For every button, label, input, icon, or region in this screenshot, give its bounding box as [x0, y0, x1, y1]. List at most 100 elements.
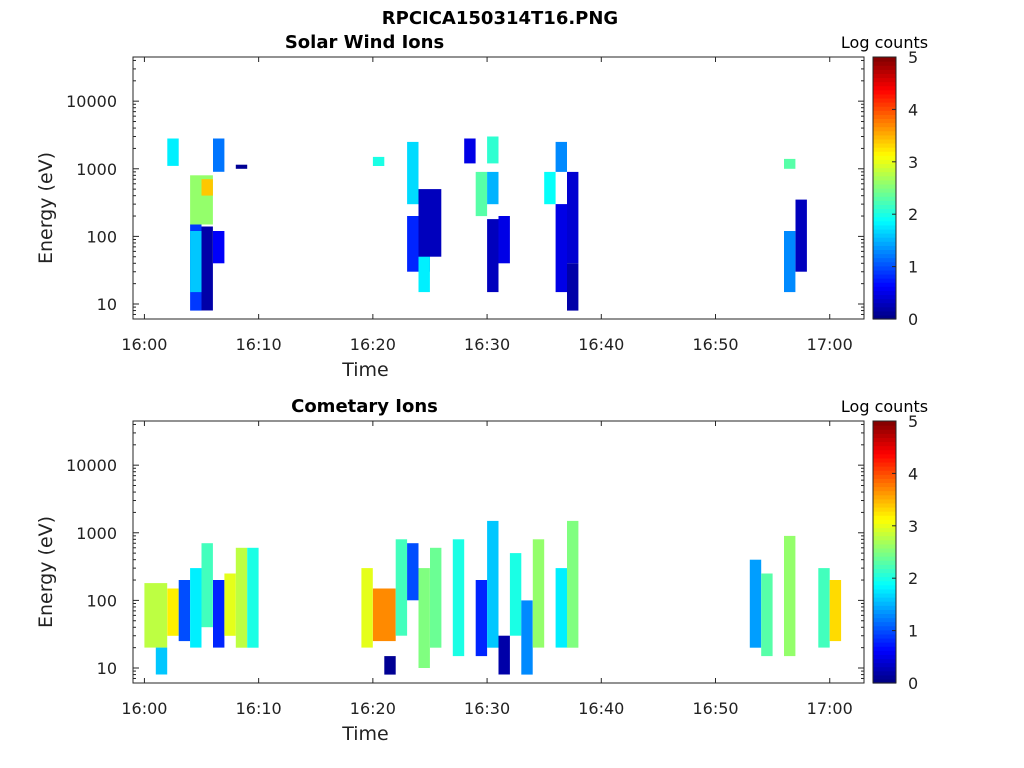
colorbar-segment — [873, 130, 896, 136]
colorbar-segment — [873, 257, 896, 263]
colorbar-segment — [873, 306, 896, 312]
heatmap-cell-18 — [452, 539, 465, 657]
colorbar-segment — [873, 241, 896, 246]
colorbar-tick-label: 5 — [908, 412, 918, 431]
x-tick-label: 16:00 — [121, 335, 167, 354]
x-tick-label: 17:00 — [807, 335, 853, 354]
colorbar-tick-label: 1 — [908, 258, 918, 277]
colorbar-segment — [873, 642, 896, 647]
heatmap-cell-26 — [567, 520, 579, 648]
colorbar-segment — [873, 69, 896, 74]
colorbar-frame — [872, 420, 897, 684]
heatmap-cell-29 — [784, 535, 796, 657]
colorbar-segment — [873, 200, 896, 205]
heatmap-cell-27 — [749, 559, 762, 648]
heatmap-cell-20 — [487, 520, 499, 648]
heatmap-cell-8 — [167, 138, 179, 166]
y-axis-label: Energy (eV) — [35, 152, 57, 264]
colorbar-segment — [873, 662, 896, 668]
y-tick-label: 10000 — [66, 92, 117, 111]
colorbar-tick-label: 2 — [908, 205, 918, 224]
heatmap-cell-23 — [555, 141, 567, 172]
colorbar-segment — [873, 57, 896, 62]
heatmap-cell-25 — [567, 263, 579, 311]
colorbar-segment — [873, 110, 896, 115]
heatmap-cell-3 — [167, 588, 179, 636]
colorbar-segment — [873, 539, 896, 545]
colorbar-segment — [873, 560, 896, 565]
heatmap-cell-17 — [430, 547, 442, 648]
colorbar-segment — [873, 126, 896, 132]
heatmap-cell-17 — [487, 219, 499, 293]
colorbar-segment — [873, 511, 896, 516]
heatmap-cell-28 — [795, 199, 807, 272]
colorbar-tick-label: 0 — [908, 674, 918, 693]
colorbar-segment — [873, 650, 896, 655]
colorbar-tick-label: 1 — [908, 622, 918, 641]
x-tick-label: 16:20 — [350, 335, 396, 354]
colorbar-segment — [873, 658, 896, 664]
colorbar-segment — [873, 421, 896, 426]
heatmap-cell-6 — [201, 543, 213, 628]
plot-frame — [132, 420, 865, 684]
colorbar-segment — [873, 73, 896, 79]
colorbar-segment — [873, 290, 896, 296]
colorbar-segment — [873, 531, 896, 537]
heatmap-cell-2 — [190, 231, 202, 293]
colorbar-segment — [873, 310, 896, 316]
x-tick-label: 17:00 — [807, 699, 853, 718]
y-tick-label: 10000 — [66, 456, 117, 475]
colorbar-segment — [873, 564, 896, 569]
colorbar-segment — [873, 224, 896, 230]
colorbar-tick-label: 0 — [908, 310, 918, 329]
colorbar-segment — [873, 425, 896, 430]
x-tick-label: 16:50 — [692, 335, 738, 354]
colorbar-segment — [873, 568, 896, 574]
colorbar-segment — [873, 265, 896, 271]
y-tick-label: 10 — [97, 659, 117, 678]
x-tick-label: 16:20 — [350, 699, 396, 718]
x-tick-label: 16:40 — [578, 699, 624, 718]
heatmap-cell-23 — [521, 600, 533, 675]
colorbar-segment — [873, 625, 896, 631]
colorbar-segment — [873, 457, 896, 463]
heatmap-cell-21 — [544, 171, 556, 205]
colorbar-segment — [873, 556, 896, 561]
heatmap-cell-13 — [384, 656, 396, 675]
colorbar-segment — [873, 314, 896, 320]
colorbar-segment — [873, 302, 896, 308]
colorbar-segment — [873, 621, 896, 627]
colorbar-segment — [873, 437, 896, 443]
heatmap-cell-2 — [155, 647, 168, 675]
heatmap-cell-16 — [475, 171, 488, 217]
colorbar-segment — [873, 159, 896, 165]
heatmap-cell-1 — [144, 583, 168, 648]
heatmap-cell-4 — [201, 179, 213, 196]
x-tick-label: 16:10 — [236, 335, 282, 354]
heatmap-cell-7 — [213, 138, 225, 172]
colorbar-segment — [873, 163, 896, 169]
panels: Solar Wind Ions 16:00 16:10 16:20 16:30 16:40… — [35, 32, 928, 745]
x-tick-label: 16:10 — [236, 699, 282, 718]
heatmap-cell-20 — [498, 216, 510, 264]
colorbar-segment — [873, 233, 896, 238]
colorbar-segment — [873, 470, 896, 475]
heatmap-cell-7 — [213, 580, 225, 648]
colorbar-segment — [873, 61, 896, 66]
heatmap-cell-22 — [555, 204, 567, 293]
heatmap-cell-18 — [487, 171, 499, 205]
colorbar-segment — [873, 204, 896, 210]
colorbar-segment — [873, 85, 896, 91]
panel-title: Cometary Ions — [291, 396, 438, 417]
colorbar-segment — [873, 77, 896, 83]
heatmap-cell-9 — [235, 547, 248, 648]
colorbar-segment — [873, 122, 896, 128]
colorbar-segment — [873, 445, 896, 451]
colorbar-segment — [873, 134, 896, 140]
colorbar-segment — [873, 466, 896, 471]
colorbar-tick-label: 4 — [908, 100, 918, 119]
colorbar-segment — [873, 196, 896, 201]
heatmap-cell-14 — [418, 189, 442, 257]
